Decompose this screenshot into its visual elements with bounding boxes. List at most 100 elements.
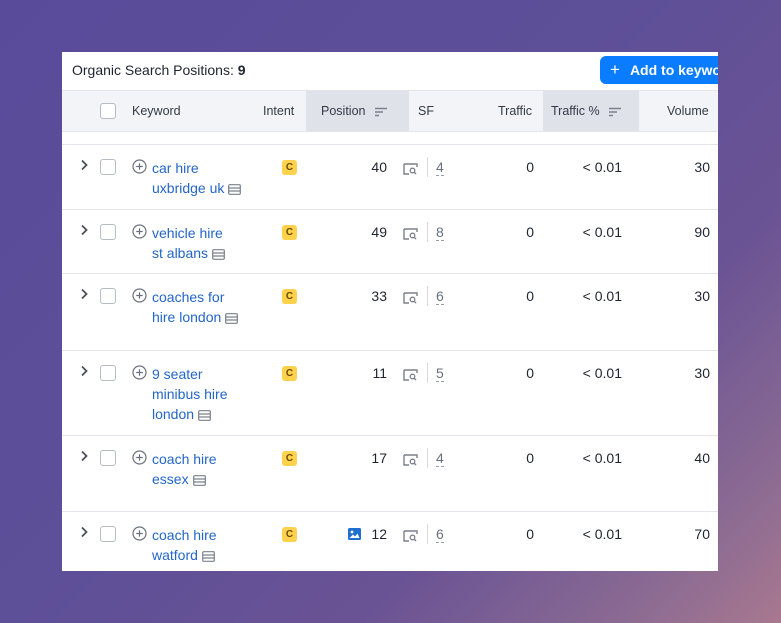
volume-value: 30: [694, 159, 710, 175]
serp-snapshot-icon[interactable]: [228, 184, 242, 195]
keyword-link[interactable]: car hire uxbridge uk: [152, 158, 262, 198]
table-row: coaches for hire london C 33 6 0 < 0.01 …: [62, 273, 718, 351]
sf-count[interactable]: 8: [436, 224, 444, 241]
plus-circle-icon[interactable]: [132, 526, 147, 541]
position-value: 40: [371, 159, 387, 175]
traffic-value: 0: [526, 288, 534, 304]
chevron-right-icon[interactable]: [79, 159, 89, 171]
plus-circle-icon[interactable]: [132, 288, 147, 303]
keyword-text-line-1: vehicle hire: [152, 225, 223, 241]
traffic-pct-value: < 0.01: [582, 365, 622, 381]
column-position[interactable]: Position: [306, 91, 409, 131]
keyword-link[interactable]: coach hire essex: [152, 449, 262, 489]
traffic-value: 0: [526, 450, 534, 466]
keyword-text-line-2: watford: [152, 547, 198, 563]
chevron-right-icon[interactable]: [79, 450, 89, 462]
serp-snapshot-icon[interactable]: [192, 475, 206, 486]
keyword-text-line-2: minibus hire: [152, 386, 228, 402]
sf-separator: [427, 448, 428, 468]
keyword-link[interactable]: coaches for hire london: [152, 287, 262, 327]
serp-snapshot-icon[interactable]: [212, 249, 225, 260]
plus-circle-icon[interactable]: [132, 159, 147, 174]
traffic-pct-value: < 0.01: [582, 224, 622, 240]
volume-value: 70: [694, 526, 710, 542]
column-traffic-pct-label: Traffic %: [551, 104, 600, 118]
traffic-value: 0: [526, 526, 534, 542]
volume-value: 90: [694, 224, 710, 240]
keyword-link[interactable]: coach hire watford: [152, 525, 262, 565]
keyword-text-line-1: car hire: [152, 160, 199, 176]
chevron-right-icon[interactable]: [79, 224, 89, 236]
position-value: 49: [371, 224, 387, 240]
column-intent[interactable]: Intent: [263, 104, 295, 118]
serp-feature-icon[interactable]: [403, 530, 418, 542]
chevron-right-icon[interactable]: [79, 288, 89, 300]
sort-icon: [609, 107, 622, 116]
column-sf[interactable]: SF: [418, 104, 434, 118]
traffic-pct-value: < 0.01: [582, 288, 622, 304]
serp-feature-icon[interactable]: [403, 163, 418, 175]
intent-badge: C: [282, 289, 297, 304]
column-traffic-pct[interactable]: Traffic %: [543, 91, 639, 131]
plus-circle-icon[interactable]: [132, 224, 147, 239]
serp-feature-icon[interactable]: [403, 292, 418, 304]
table-row: car hire uxbridge uk C 40 4 0 < 0.01 30: [62, 144, 718, 210]
sf-separator: [427, 222, 428, 242]
keyword-text-line-2: essex: [152, 471, 189, 487]
keyword-text-line-3: london: [152, 406, 195, 422]
plus-circle-icon[interactable]: [132, 365, 147, 380]
row-checkbox[interactable]: [100, 450, 116, 466]
table-header: Keyword Intent Position SF Traffic Traff…: [62, 90, 718, 132]
intent-badge: C: [282, 527, 297, 542]
column-keyword[interactable]: Keyword: [132, 104, 181, 118]
serp-snapshot-icon[interactable]: [198, 410, 211, 421]
add-to-keyword-list-button[interactable]: + Add to keywo: [600, 56, 718, 84]
keyword-text-line-2: uxbridge uk: [152, 180, 225, 196]
table-row: coach hire watford C 12 6 0 < 0.01 70: [62, 511, 718, 571]
position-value: 33: [371, 288, 387, 304]
sf-separator: [427, 524, 428, 544]
sf-count[interactable]: 4: [436, 159, 444, 176]
sf-count[interactable]: 6: [436, 526, 444, 543]
serp-feature-icon[interactable]: [403, 454, 418, 466]
row-checkbox[interactable]: [100, 288, 116, 304]
row-checkbox[interactable]: [100, 365, 116, 381]
keyword-link[interactable]: 9 seater minibus hire london: [152, 364, 262, 424]
table-row: coach hire essex C 17 4 0 < 0.01 40: [62, 435, 718, 512]
sf-separator: [427, 363, 428, 383]
select-all-checkbox[interactable]: [100, 103, 116, 119]
image-icon[interactable]: [348, 528, 361, 540]
row-checkbox[interactable]: [100, 526, 116, 542]
column-position-label: Position: [321, 104, 366, 118]
sf-separator: [427, 286, 428, 306]
volume-value: 30: [694, 365, 710, 381]
keyword-text-line-1: coach hire: [152, 451, 217, 467]
panel-title-bar: Organic Search Positions: 9 + Add to key…: [62, 52, 718, 90]
panel-title: Organic Search Positions: 9: [72, 62, 246, 78]
serp-feature-icon[interactable]: [403, 228, 418, 240]
column-traffic[interactable]: Traffic: [498, 104, 533, 118]
serp-snapshot-icon[interactable]: [202, 551, 215, 562]
row-checkbox[interactable]: [100, 224, 116, 240]
position-value: 17: [371, 450, 387, 466]
plus-circle-icon[interactable]: [132, 450, 147, 465]
serp-feature-icon[interactable]: [403, 369, 418, 381]
traffic-value: 0: [526, 365, 534, 381]
plus-icon: +: [610, 60, 620, 79]
volume-value: 40: [694, 450, 710, 466]
sf-count[interactable]: 5: [436, 365, 444, 382]
sf-count[interactable]: 4: [436, 450, 444, 467]
column-volume[interactable]: Volume: [667, 104, 709, 118]
sf-count[interactable]: 6: [436, 288, 444, 305]
serp-snapshot-icon[interactable]: [225, 313, 239, 324]
traffic-pct-value: < 0.01: [582, 450, 622, 466]
traffic-value: 0: [526, 224, 534, 240]
intent-badge: C: [282, 366, 297, 381]
add-button-label: Add to keywo: [629, 62, 718, 78]
keyword-link[interactable]: vehicle hire st albans: [152, 223, 262, 263]
chevron-right-icon[interactable]: [79, 365, 89, 377]
row-checkbox[interactable]: [100, 159, 116, 175]
intent-badge: C: [282, 160, 297, 175]
chevron-right-icon[interactable]: [79, 526, 89, 538]
traffic-pct-value: < 0.01: [582, 159, 622, 175]
